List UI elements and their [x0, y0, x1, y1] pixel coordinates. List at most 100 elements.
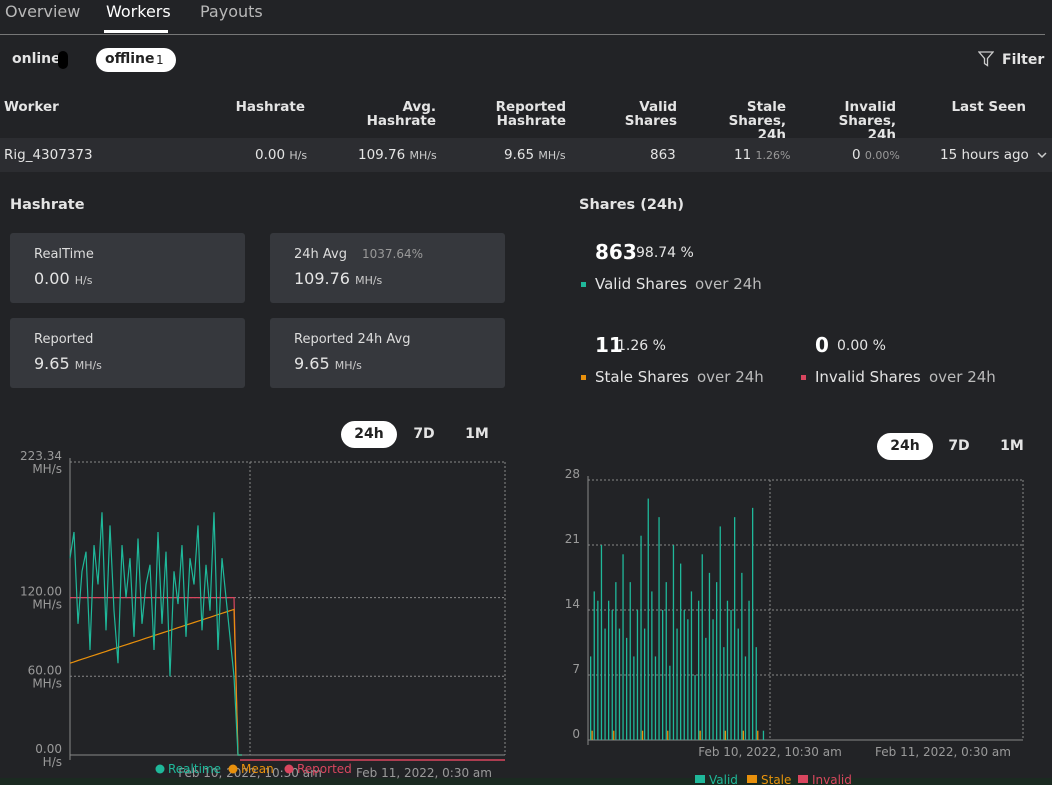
column-header[interactable]: Last Seen [951, 99, 1026, 115]
cell: 0.00 [255, 147, 286, 163]
bar [705, 637, 707, 740]
offline-filter[interactable]: offline 1 [96, 48, 176, 72]
bar [676, 628, 678, 740]
card-label: Reported 24h Avg [294, 332, 411, 347]
bar [762, 730, 765, 740]
share-count: 11 [595, 333, 623, 357]
filter-button[interactable]: Filter [1002, 52, 1045, 68]
legend-label: Reported [297, 762, 352, 776]
bar [730, 610, 732, 740]
bar [716, 582, 718, 740]
online-count [58, 51, 68, 69]
share-suffix: over 24h [697, 368, 764, 386]
bar [724, 730, 726, 740]
tab[interactable]: Overview [5, 2, 81, 21]
filter-icon[interactable] [978, 51, 994, 67]
bar [741, 572, 743, 740]
range-button[interactable]: 1M [465, 426, 489, 442]
card-note: 1037.64% [362, 247, 424, 261]
bar [615, 582, 617, 740]
bar [698, 600, 700, 740]
legend-swatch [581, 375, 586, 380]
tab[interactable]: Workers [106, 2, 171, 21]
bar [622, 554, 624, 740]
x-tick-label: Feb 10, 2022, 10:30 am [698, 745, 842, 759]
range-button[interactable]: 24h [877, 433, 933, 460]
bar [694, 675, 696, 740]
unit: MH/s [74, 359, 102, 372]
bar [712, 619, 714, 740]
bar [669, 665, 671, 740]
card-value: 9.65 [294, 354, 330, 373]
bar [748, 600, 750, 740]
column-header[interactable]: Valid Shares [624, 99, 677, 129]
y-tick-label: 223.34 [20, 449, 62, 463]
section-title: Shares (24h) [579, 197, 684, 213]
card-value: 0.00 [34, 269, 70, 288]
card-value: 9.65 [34, 354, 70, 373]
share-percent: 1.26 % [617, 338, 666, 354]
share-suffix: over 24h [929, 368, 996, 386]
legend-swatch [695, 775, 705, 783]
bar [662, 610, 664, 740]
y-tick-unit: H/s [43, 755, 62, 769]
card: Reported 9.65 MH/s [10, 318, 245, 388]
divider [0, 34, 1045, 35]
bar [755, 647, 757, 740]
share-count: 0 [815, 333, 829, 357]
legend-swatch [798, 775, 808, 783]
bar [737, 628, 739, 740]
y-tick-unit: MH/s [32, 676, 62, 690]
series-line [69, 512, 242, 756]
share-name: Invalid Shares [815, 368, 921, 386]
column-header[interactable]: Avg. Hashrate [366, 99, 436, 129]
bar [651, 591, 653, 740]
card-label: Reported [34, 332, 94, 347]
range-button[interactable]: 1M [1000, 438, 1024, 454]
offline-label: offline [105, 51, 155, 67]
bar [742, 730, 744, 740]
bar [644, 628, 646, 740]
bar [723, 647, 725, 740]
column-header[interactable]: Hashrate [235, 99, 305, 115]
bar [647, 498, 649, 740]
bar [752, 507, 754, 740]
bar [613, 730, 615, 740]
bar [641, 730, 644, 740]
bar [600, 545, 603, 740]
bar [744, 656, 747, 740]
share-count: 863 [595, 240, 637, 264]
column-header[interactable]: Reported Hashrate [495, 99, 566, 129]
bar [636, 610, 639, 740]
cell: 15 hours ago [940, 147, 1029, 163]
bar [701, 554, 703, 740]
range-button[interactable]: 24h [341, 421, 397, 448]
series-line [69, 608, 242, 756]
online-filter[interactable]: online [12, 51, 61, 67]
card: RealTime 0.00 H/s [10, 233, 245, 303]
bar [629, 582, 631, 740]
unit: H/s [74, 274, 93, 287]
column-header[interactable]: Invalid Shares, 24h [838, 99, 896, 143]
table-row[interactable] [0, 138, 1052, 172]
bar [719, 526, 721, 740]
share-name: Valid Shares [595, 275, 688, 293]
y-tick-unit: MH/s [32, 598, 62, 612]
range-button[interactable]: 7D [413, 426, 435, 442]
column-header[interactable]: Worker [4, 99, 59, 115]
legend-swatch [581, 282, 586, 287]
tab[interactable]: Payouts [200, 2, 263, 21]
card-value: 109.76 [294, 269, 350, 288]
range-button[interactable]: 7D [948, 438, 970, 454]
share-name: Stale Shares [595, 368, 689, 386]
bar [699, 730, 701, 740]
offline-count: 1 [156, 53, 164, 67]
legend-label: Valid [709, 773, 738, 785]
expand-icon[interactable] [1036, 150, 1048, 160]
y-tick-label: 60.00 [28, 663, 62, 677]
bar [680, 563, 682, 740]
bar [654, 656, 657, 740]
y-tick-label: 120.00 [20, 585, 62, 599]
bar [611, 610, 613, 740]
